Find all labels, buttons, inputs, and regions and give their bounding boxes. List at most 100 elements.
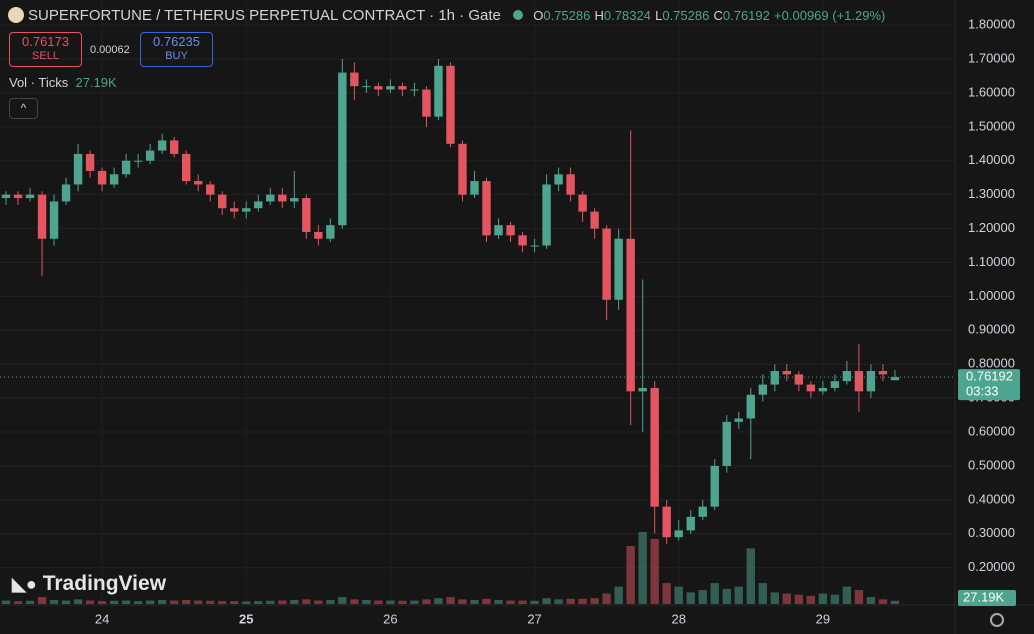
candle-body bbox=[386, 86, 395, 90]
candle-body bbox=[314, 231, 323, 239]
y-tick-label: 0.40000 bbox=[968, 491, 1015, 506]
candle-body bbox=[710, 465, 719, 507]
candle-body bbox=[614, 238, 623, 300]
ohlc: O0.75286 H0.78324 L0.75286 C0.76192 +0.0… bbox=[533, 7, 885, 24]
volume-bar bbox=[458, 599, 467, 604]
candle-body bbox=[194, 181, 203, 185]
volume-bar bbox=[242, 601, 251, 604]
candle-body bbox=[398, 86, 407, 90]
volume-bar bbox=[770, 592, 780, 604]
volume-bar bbox=[254, 601, 263, 604]
candle-body bbox=[578, 194, 587, 212]
y-tick-label: 0.90000 bbox=[968, 322, 1015, 337]
buy-label: BUY bbox=[165, 50, 188, 62]
candle-body bbox=[290, 198, 299, 202]
volume-bar bbox=[722, 588, 731, 604]
volume-bar bbox=[854, 590, 864, 604]
x-tick-label: 24 bbox=[95, 611, 109, 626]
volume-bar bbox=[866, 597, 876, 604]
volume-badge-value: 27.19K bbox=[963, 589, 1005, 604]
candle-body bbox=[338, 72, 347, 226]
volume-bar bbox=[470, 599, 479, 604]
x-tick-label: 29 bbox=[816, 611, 830, 626]
volume-bar bbox=[61, 600, 71, 604]
price-badge-countdown: 03:33 bbox=[966, 384, 999, 399]
candle-body bbox=[626, 238, 635, 392]
candle-body bbox=[662, 506, 671, 538]
candle-body bbox=[37, 194, 47, 239]
candle-body bbox=[13, 194, 23, 199]
sell-button[interactable]: 0.76173 SELL bbox=[9, 32, 82, 67]
candle-body bbox=[470, 181, 479, 195]
ohlc-letter: O bbox=[533, 8, 544, 23]
volume-bar bbox=[674, 586, 683, 604]
volume-bar bbox=[181, 599, 191, 604]
ohlc-value: 0.78324 bbox=[603, 8, 651, 23]
y-tick-label: 0.30000 bbox=[968, 525, 1015, 540]
candle-body bbox=[638, 387, 647, 392]
volume-bar bbox=[314, 600, 323, 604]
y-tick-label: 0.50000 bbox=[968, 457, 1015, 472]
candle-body bbox=[698, 506, 707, 517]
volume-bar bbox=[494, 599, 503, 604]
candle-body bbox=[206, 184, 215, 195]
candle-body bbox=[554, 174, 563, 185]
volume-bar bbox=[206, 600, 215, 604]
spread: 0.00062 bbox=[90, 44, 130, 56]
candle-body bbox=[686, 516, 695, 531]
header: SUPERFORTUNE / TETHERUS PERPETUAL CONTRA… bbox=[8, 7, 885, 24]
volume-bar bbox=[85, 600, 95, 604]
candle-body bbox=[458, 143, 467, 195]
candle-body bbox=[494, 225, 503, 236]
candle-body bbox=[218, 194, 227, 209]
candle-body bbox=[278, 194, 287, 202]
y-tick-label: 1.60000 bbox=[968, 84, 1015, 99]
candle-body bbox=[722, 421, 731, 466]
candle-body bbox=[782, 371, 792, 375]
volume-bar bbox=[542, 598, 551, 604]
volume-bar bbox=[614, 586, 623, 604]
volume-bar bbox=[49, 599, 59, 604]
volume-bar bbox=[626, 545, 635, 604]
volume-bar bbox=[890, 600, 900, 604]
volume-bar bbox=[662, 583, 671, 604]
volume-bar bbox=[278, 600, 287, 604]
candle-body bbox=[602, 228, 611, 300]
volume-bar bbox=[1, 600, 11, 604]
ohlc-value: 0.76192 bbox=[722, 8, 770, 23]
symbol-title: SUPERFORTUNE / TETHERUS PERPETUAL CONTRA… bbox=[28, 7, 501, 24]
watermark: ◣● TradingView bbox=[12, 572, 166, 596]
candle-body bbox=[674, 530, 683, 538]
symbol-icon bbox=[8, 7, 24, 23]
candle-body bbox=[266, 194, 275, 202]
candle-body bbox=[121, 160, 131, 175]
buy-button[interactable]: 0.76235 BUY bbox=[140, 32, 213, 67]
candle-body bbox=[326, 225, 335, 239]
x-tick-label: 25 bbox=[239, 611, 253, 626]
candle-body bbox=[49, 201, 59, 239]
volume-bar bbox=[506, 600, 515, 604]
volume-bar bbox=[650, 538, 659, 604]
y-tick-label: 1.00000 bbox=[968, 288, 1015, 303]
candle-body bbox=[830, 381, 840, 388]
candle-body bbox=[410, 89, 419, 91]
volume-bar bbox=[157, 599, 167, 604]
volume-bar bbox=[734, 586, 743, 604]
volume-bar bbox=[145, 600, 155, 604]
volume-bar bbox=[350, 599, 359, 604]
collapse-button[interactable]: ^ bbox=[9, 98, 38, 119]
y-tick-label: 1.80000 bbox=[968, 17, 1015, 32]
volume-bar bbox=[758, 583, 768, 604]
volume-bar bbox=[434, 598, 443, 604]
y-tick-label: 0.20000 bbox=[968, 559, 1015, 574]
volume-bar bbox=[518, 600, 527, 604]
candle-body bbox=[374, 86, 383, 90]
volume-bar bbox=[422, 599, 431, 604]
candle-body bbox=[866, 371, 876, 392]
settings-icon[interactable] bbox=[990, 613, 1004, 627]
y-tick-label: 0.60000 bbox=[968, 423, 1015, 438]
volume-bar bbox=[398, 600, 407, 604]
candle-body bbox=[854, 371, 864, 392]
volume-bar bbox=[446, 597, 455, 604]
